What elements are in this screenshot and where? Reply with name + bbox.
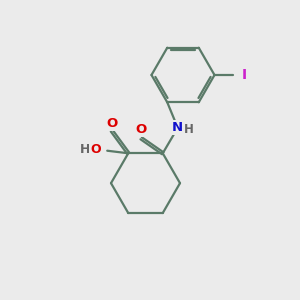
Text: HO: HO (81, 143, 102, 156)
Text: I: I (241, 68, 247, 82)
Text: O: O (90, 143, 101, 156)
Text: O: O (136, 123, 147, 136)
Text: N: N (172, 121, 183, 134)
Text: O: O (107, 117, 118, 130)
Text: H: H (184, 123, 194, 136)
Text: H: H (80, 143, 90, 156)
